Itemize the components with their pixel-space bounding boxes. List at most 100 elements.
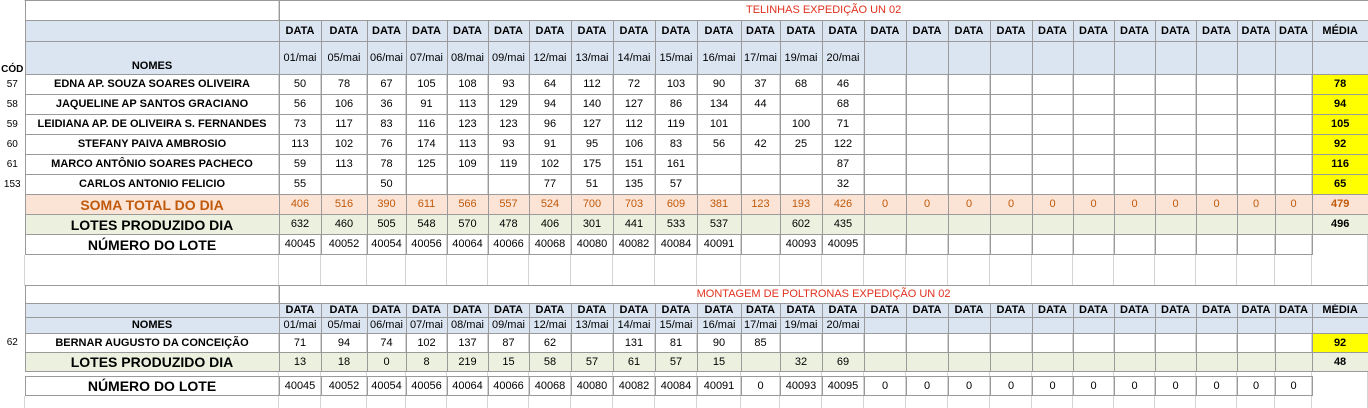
value-cell[interactable]: [779, 154, 823, 175]
nomes-header[interactable]: NOMES: [24, 317, 280, 334]
cod-cell[interactable]: 57: [0, 74, 25, 95]
header-data[interactable]: DATA: [821, 20, 865, 42]
lote-number[interactable]: 0: [1195, 376, 1238, 396]
cod-cell[interactable]: 60: [0, 134, 25, 155]
value-cell[interactable]: [947, 154, 991, 175]
value-cell[interactable]: 113: [446, 134, 489, 155]
value-cell[interactable]: 91: [528, 134, 572, 155]
value-cell[interactable]: 127: [612, 94, 656, 115]
value-cell[interactable]: [1236, 333, 1276, 353]
lote-number[interactable]: 40054: [366, 376, 407, 396]
value-cell[interactable]: 109: [446, 154, 489, 175]
value-cell[interactable]: [1154, 174, 1197, 195]
value-cell[interactable]: [947, 94, 991, 115]
value-cell[interactable]: [1274, 134, 1313, 155]
value-cell[interactable]: 106: [612, 134, 656, 155]
value-cell[interactable]: 62: [528, 333, 572, 353]
header-data[interactable]: DATA: [278, 303, 322, 318]
lotes-value[interactable]: 32: [779, 352, 823, 372]
value-cell[interactable]: [989, 333, 1033, 353]
value-cell[interactable]: [1236, 134, 1276, 155]
value-cell[interactable]: 51: [570, 174, 614, 195]
date-header-empty[interactable]: [1031, 41, 1074, 75]
value-cell[interactable]: [1154, 114, 1197, 135]
date-header-empty[interactable]: [1195, 317, 1238, 334]
lote-number[interactable]: 40084: [654, 234, 698, 255]
employee-name[interactable]: MARCO ANTÔNIO SOARES PACHECO: [24, 154, 280, 175]
lotes-value[interactable]: 537: [696, 214, 742, 235]
media-cell[interactable]: 92: [1311, 333, 1368, 353]
lotes-value[interactable]: 58: [528, 352, 572, 372]
value-cell[interactable]: [821, 333, 865, 353]
lote-number[interactable]: 0: [1031, 376, 1074, 396]
header-data[interactable]: DATA: [989, 303, 1033, 318]
value-cell[interactable]: [1031, 134, 1074, 155]
header-data[interactable]: DATA: [821, 303, 865, 318]
value-cell[interactable]: 95: [570, 134, 614, 155]
header-data[interactable]: DATA: [405, 20, 448, 42]
lote-number[interactable]: 40052: [320, 234, 368, 255]
value-cell[interactable]: 113: [320, 154, 368, 175]
value-cell[interactable]: [947, 174, 991, 195]
date-header[interactable]: 20/mai: [821, 41, 865, 75]
lotes-value[interactable]: 301: [570, 214, 614, 235]
soma-value[interactable]: 0: [1274, 194, 1313, 215]
value-cell[interactable]: 96: [528, 114, 572, 135]
header-data[interactable]: DATA: [654, 20, 698, 42]
header-data[interactable]: DATA: [1113, 20, 1156, 42]
value-cell[interactable]: [740, 114, 781, 135]
value-cell[interactable]: [863, 134, 907, 155]
date-header-empty[interactable]: [947, 317, 991, 334]
value-cell[interactable]: [1154, 333, 1197, 353]
lote-number[interactable]: 0: [1072, 376, 1115, 396]
lotes-value[interactable]: [905, 214, 949, 235]
lotes-value[interactable]: [1195, 352, 1238, 372]
value-cell[interactable]: [989, 174, 1033, 195]
soma-value[interactable]: 0: [1113, 194, 1156, 215]
value-cell[interactable]: 103: [654, 74, 698, 95]
value-cell[interactable]: [1113, 134, 1156, 155]
lotes-value[interactable]: 13: [278, 352, 322, 372]
value-cell[interactable]: [1072, 94, 1115, 115]
lote-number[interactable]: [1072, 234, 1115, 255]
lote-number[interactable]: 0: [989, 376, 1033, 396]
header-data[interactable]: DATA: [405, 303, 448, 318]
header-data[interactable]: DATA: [947, 20, 991, 42]
date-header-empty[interactable]: [863, 317, 907, 334]
lote-number[interactable]: 0: [1274, 376, 1313, 396]
cod-cell[interactable]: 59: [0, 114, 25, 135]
section-title[interactable]: TELINHAS EXPEDIÇÃO UN 02: [278, 0, 1368, 21]
header-data[interactable]: DATA: [863, 20, 907, 42]
header-data[interactable]: DATA: [487, 20, 530, 42]
lotes-value[interactable]: 632: [278, 214, 322, 235]
value-cell[interactable]: 87: [487, 333, 530, 353]
header-data[interactable]: DATA: [320, 20, 368, 42]
lotes-value[interactable]: [989, 214, 1033, 235]
soma-value[interactable]: 700: [570, 194, 614, 215]
lotes-value[interactable]: [1236, 352, 1276, 372]
lotes-value[interactable]: 219: [446, 352, 489, 372]
value-cell[interactable]: 93: [487, 74, 530, 95]
value-cell[interactable]: [905, 174, 949, 195]
date-header-empty[interactable]: [905, 317, 949, 334]
lote-number[interactable]: [947, 234, 991, 255]
header-data[interactable]: DATA: [1031, 20, 1074, 42]
header-data[interactable]: DATA: [1274, 303, 1313, 318]
value-cell[interactable]: 125: [405, 154, 448, 175]
soma-value[interactable]: 426: [821, 194, 865, 215]
date-header[interactable]: 17/mai: [740, 317, 781, 334]
value-cell[interactable]: 87: [821, 154, 865, 175]
employee-name[interactable]: EDNA AP. SOUZA SOARES OLIVEIRA: [24, 74, 280, 95]
value-cell[interactable]: 46: [821, 74, 865, 95]
value-cell[interactable]: 119: [487, 154, 530, 175]
value-cell[interactable]: 119: [654, 114, 698, 135]
lotes-value[interactable]: 61: [612, 352, 656, 372]
value-cell[interactable]: 100: [779, 114, 823, 135]
value-cell[interactable]: [1072, 74, 1115, 95]
date-header[interactable]: 12/mai: [528, 317, 572, 334]
lote-number[interactable]: 40068: [528, 234, 572, 255]
value-cell[interactable]: [905, 74, 949, 95]
date-header[interactable]: 08/mai: [446, 317, 489, 334]
header-data[interactable]: DATA: [487, 303, 530, 318]
soma-value[interactable]: 516: [320, 194, 368, 215]
